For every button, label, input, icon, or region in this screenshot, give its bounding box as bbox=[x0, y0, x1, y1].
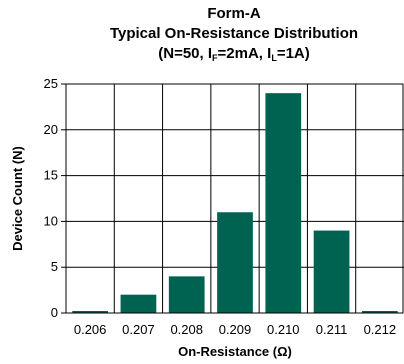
y-axis-ticks: 0 5 10 15 20 25 bbox=[44, 76, 66, 320]
y-tick-label-3: 15 bbox=[44, 168, 58, 183]
x-tick-label-3: 0.209 bbox=[219, 322, 252, 337]
x-tick-label-5: 0.211 bbox=[316, 322, 348, 337]
chart-title-line2: Typical On-Resistance Distribution bbox=[109, 25, 359, 42]
title-line3-sub-l: L bbox=[271, 53, 277, 63]
bar-0.210 bbox=[265, 93, 302, 313]
x-tick-label-4: 0.210 bbox=[267, 322, 300, 337]
y-tick-label-1: 5 bbox=[51, 259, 58, 274]
grid-lines bbox=[66, 84, 404, 313]
bars bbox=[72, 93, 398, 313]
bar-0.206 bbox=[72, 311, 109, 313]
x-tick-label-2: 0.208 bbox=[170, 322, 203, 337]
title-line3-suffix: =1A) bbox=[276, 45, 310, 62]
x-tick-label-6: 0.212 bbox=[364, 322, 397, 337]
bar-0.211 bbox=[313, 230, 350, 313]
bar-0.207 bbox=[120, 294, 157, 313]
bar-0.208 bbox=[168, 276, 205, 313]
bar-0.209 bbox=[217, 212, 253, 313]
title-line3-sub-f: F bbox=[212, 53, 218, 63]
title-line3-prefix: (N=50, I bbox=[158, 45, 213, 62]
chart-title-line1: Form-A bbox=[207, 5, 261, 22]
x-tick-label-0: 0.206 bbox=[74, 322, 107, 337]
bar-0.212 bbox=[361, 311, 398, 313]
x-axis-ticks: 0.206 0.207 0.208 0.209 0.210 0.211 0.212 bbox=[74, 322, 396, 337]
chart-title-line3: (N=50, IF=2mA, IL=1A) bbox=[64, 44, 404, 63]
x-tick-label-1: 0.207 bbox=[122, 322, 155, 337]
title-line3-mid: =2mA, I bbox=[217, 45, 272, 62]
y-axis-title: Device Count (N) bbox=[10, 146, 25, 251]
y-tick-label-0: 0 bbox=[51, 305, 58, 320]
x-axis-title: On-Resistance (Ω) bbox=[178, 344, 292, 359]
y-tick-label-2: 10 bbox=[44, 213, 58, 228]
y-tick-label-4: 20 bbox=[44, 122, 58, 137]
y-tick-label-5: 25 bbox=[44, 76, 58, 91]
plot-frame bbox=[65, 83, 404, 314]
